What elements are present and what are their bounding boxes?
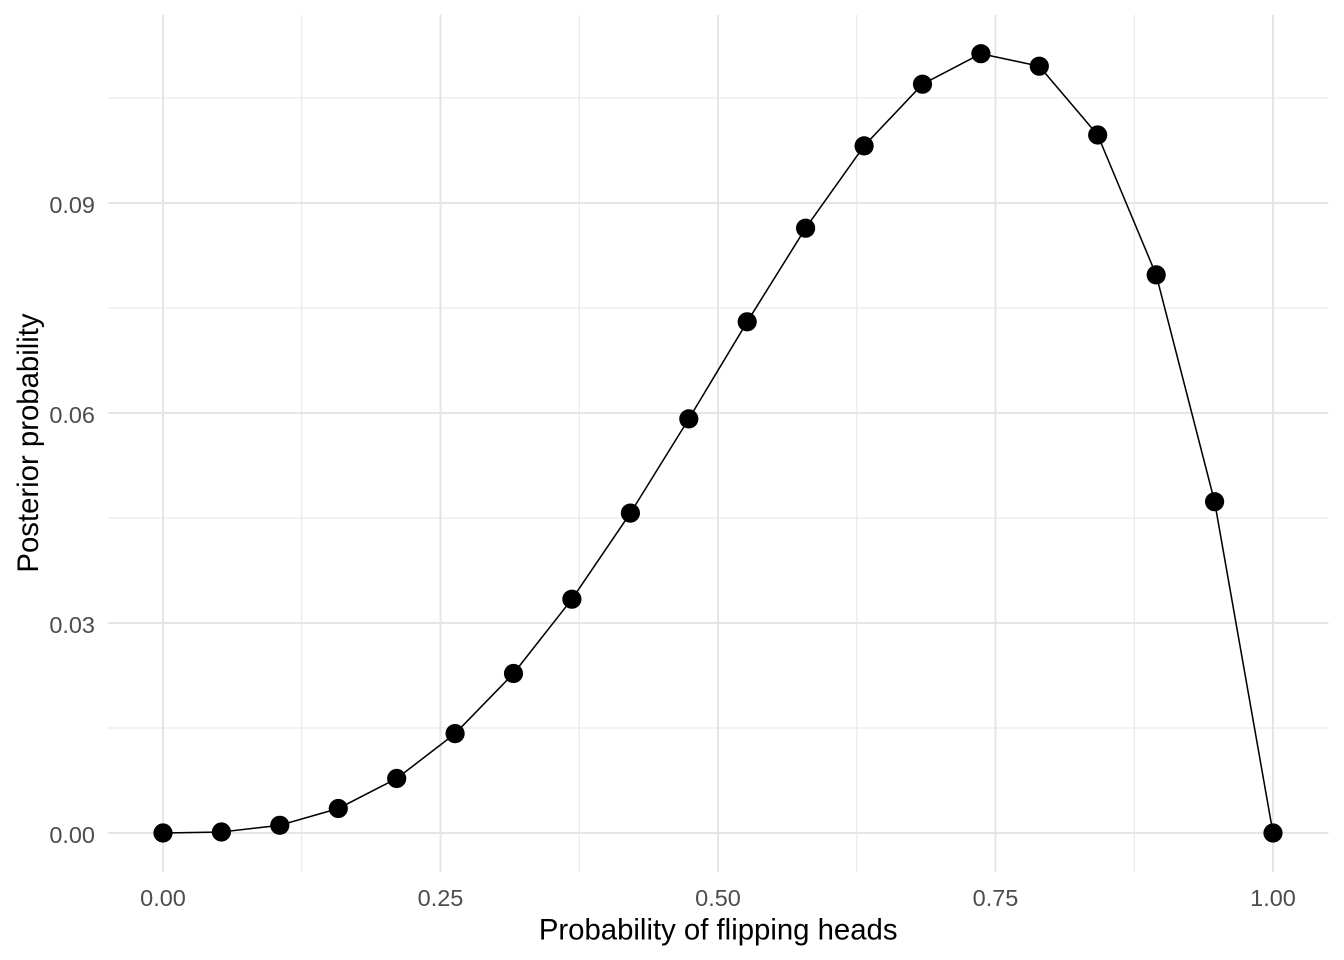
svg-text:0.25: 0.25 — [418, 885, 464, 911]
svg-text:0.00: 0.00 — [49, 822, 95, 848]
svg-text:0.06: 0.06 — [49, 402, 95, 428]
svg-text:0.50: 0.50 — [695, 885, 741, 911]
svg-text:1.00: 1.00 — [1250, 885, 1296, 911]
svg-text:0.03: 0.03 — [49, 612, 95, 638]
svg-text:0.00: 0.00 — [140, 885, 186, 911]
svg-text:Posterior probability: Posterior probability — [12, 313, 45, 573]
svg-text:Probability of flipping heads: Probability of flipping heads — [539, 914, 898, 947]
svg-text:0.09: 0.09 — [49, 192, 95, 218]
svg-text:0.75: 0.75 — [973, 885, 1019, 911]
